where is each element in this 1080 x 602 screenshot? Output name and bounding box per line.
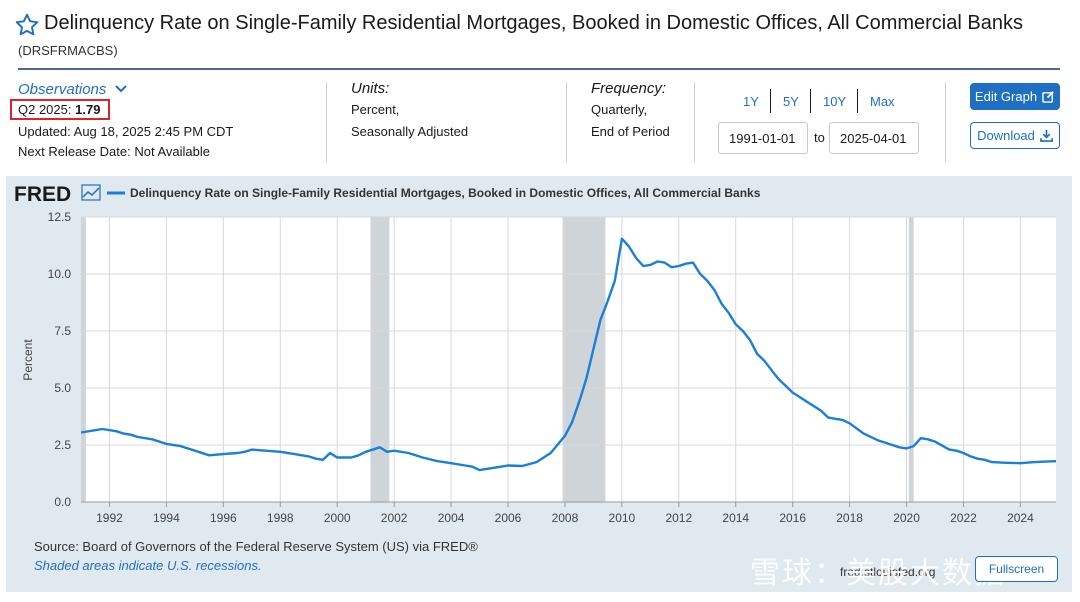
edit-graph-button[interactable]: Edit Graph	[970, 83, 1060, 110]
frequency-line1: Quarterly,	[591, 102, 648, 117]
observation-period: Q2 2025:	[18, 102, 72, 117]
frequency-label: Frequency:	[591, 80, 667, 97]
latest-observation: Q2 2025: 1.79	[18, 102, 100, 117]
x-tick-label: 2006	[495, 511, 522, 525]
section-divider	[694, 82, 695, 162]
range-10y-button[interactable]: 10Y	[823, 94, 847, 109]
chevron-down-icon	[114, 85, 127, 93]
chart-icon	[81, 184, 101, 201]
download-icon	[1039, 129, 1053, 142]
x-tick-label: 2018	[836, 511, 863, 525]
y-axis-label: Percent	[21, 339, 35, 381]
x-tick-label: 2010	[609, 511, 636, 525]
recession-band	[81, 217, 86, 502]
source-text: Source: Board of Governors of the Federa…	[34, 539, 478, 554]
observations-link[interactable]: Observations	[18, 81, 128, 98]
legend-label: Delinquency Rate on Single-Family Reside…	[130, 186, 761, 200]
updated-text: Updated: Aug 18, 2025 2:45 PM CDT	[18, 124, 234, 139]
page-title: Delinquency Rate on Single-Family Reside…	[44, 12, 1023, 34]
x-tick-label: 2020	[893, 511, 920, 525]
next-release-text: Next Release Date: Not Available	[18, 144, 210, 159]
start-date-input[interactable]	[718, 122, 808, 154]
fullscreen-button[interactable]: Fullscreen	[975, 556, 1058, 582]
x-tick-label: 1994	[153, 511, 180, 525]
y-tick-label: 12.5	[48, 210, 72, 224]
x-tick-label: 1998	[267, 511, 294, 525]
observations-link-label: Observations	[18, 81, 107, 98]
x-tick-label: 2024	[1007, 511, 1034, 525]
y-tick-label: 5.0	[54, 381, 71, 395]
edit-icon	[1042, 91, 1054, 103]
recession-band	[370, 217, 390, 502]
range-divider	[810, 89, 811, 113]
edit-graph-label: Edit Graph	[974, 89, 1038, 104]
watermark: 雪球：美股大数据	[750, 557, 1006, 590]
fullscreen-label: Fullscreen	[988, 562, 1045, 576]
frequency-line2: End of Period	[591, 124, 670, 139]
recession-note: Shaded areas indicate U.S. recessions.	[34, 558, 262, 573]
x-tick-label: 2004	[438, 511, 465, 525]
series-line	[80, 237, 1057, 472]
x-tick-layer: 1992 1994 1996 1998 2000 2002 2004 2006 2008 2010…	[81, 501, 1056, 525]
section-divider	[945, 82, 946, 162]
x-tick-label: 2012	[665, 511, 692, 525]
units-line1: Percent,	[351, 102, 400, 117]
units-label: Units:	[351, 80, 390, 97]
range-max-button[interactable]: Max	[870, 94, 895, 109]
range-5y-button[interactable]: 5Y	[783, 94, 799, 109]
range-divider	[770, 89, 771, 113]
section-divider	[326, 82, 327, 162]
header-divider	[18, 68, 1060, 70]
recession-layer	[81, 217, 914, 502]
range-to-label: to	[814, 130, 825, 145]
observation-value: 1.79	[75, 102, 101, 117]
x-tick-label: 2016	[779, 511, 806, 525]
y-tick-label: 2.5	[54, 438, 71, 452]
highlight-box	[10, 99, 110, 120]
y-tick-label: 0.0	[54, 495, 71, 509]
y-tick-label: 7.5	[54, 324, 71, 338]
download-label: Download	[977, 128, 1035, 143]
range-1y-button[interactable]: 1Y	[743, 94, 759, 109]
x-tick-label: 1996	[210, 511, 237, 525]
x-tick-label: 2022	[950, 511, 977, 525]
x-tick-label: 2008	[552, 511, 579, 525]
x-tick-label: 2000	[324, 511, 351, 525]
recession-band	[562, 217, 606, 502]
y-tick-label: 10.0	[48, 267, 72, 281]
site-url[interactable]: fred.stlouisfed.org	[840, 565, 936, 579]
end-date-input[interactable]	[829, 122, 919, 154]
units-line2: Seasonally Adjusted	[351, 124, 469, 139]
series-id: (DRSFRMACBS)	[18, 43, 118, 58]
x-tick-label: 2014	[722, 511, 749, 525]
x-tick-label: 1992	[96, 511, 123, 525]
section-divider	[566, 82, 567, 162]
range-divider	[857, 89, 858, 113]
y-tick-layer: 0.0 2.5 5.0 7.5 10.0 12.5	[48, 210, 72, 509]
star-icon[interactable]	[14, 12, 40, 38]
download-button[interactable]: Download	[970, 122, 1060, 149]
fred-logo: FRED	[14, 183, 71, 206]
recession-band	[908, 217, 914, 502]
x-tick-label: 2002	[381, 511, 408, 525]
